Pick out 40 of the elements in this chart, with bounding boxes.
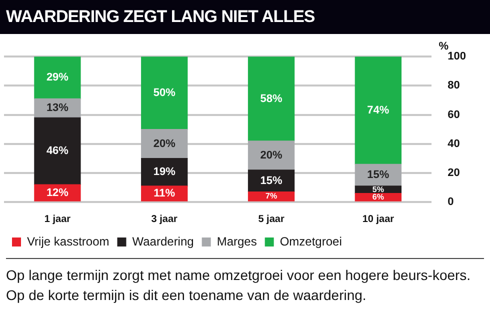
legend-label: Waardering — [132, 234, 194, 248]
data-label: 12% — [46, 186, 69, 199]
bar — [248, 56, 295, 142]
y-tick-label: 100 — [448, 50, 466, 63]
data-label: 6% — [372, 192, 384, 202]
data-label: 5% — [372, 184, 384, 194]
y-axis-title: % — [438, 40, 449, 53]
legend-label: Omzetgroei — [280, 234, 342, 248]
data-label: 15% — [367, 169, 390, 182]
y-tick-label: 40 — [448, 138, 460, 150]
bar — [354, 56, 402, 165]
chart-title: WAARDERING ZEGT LANG NIET ALLES — [0, 0, 490, 34]
y-tick-label: 60 — [448, 108, 460, 121]
data-label: 58% — [260, 92, 282, 105]
data-label: 29% — [46, 72, 69, 84]
data-label: 15% — [260, 174, 282, 187]
x-tick-label: 5 jaar — [258, 214, 284, 225]
data-label: 50% — [153, 86, 176, 99]
text: Op lange termijn zorgt met name omzetgroei voor een hogere beurs-koers. Op de korte termijn is dit een toename van de waardering. — [6, 266, 472, 305]
data-label: 11% — [154, 188, 176, 200]
y-tick-label: 0 — [448, 196, 454, 208]
bar — [34, 117, 81, 185]
data-label: 7% — [266, 192, 278, 201]
y-tick-label: 20 — [448, 166, 460, 179]
bar — [248, 191, 295, 202]
legend-label: Marges — [216, 234, 257, 248]
bar — [141, 56, 188, 130]
bar — [34, 184, 81, 202]
data-label: 20% — [260, 150, 282, 162]
data-label: 19% — [153, 166, 176, 178]
x-tick-label: 10 jaar — [362, 214, 394, 225]
data-label: 74% — [367, 104, 390, 116]
data-label: 13% — [46, 102, 69, 114]
bar — [34, 56, 81, 100]
x-tick-label: 3 jaar — [151, 214, 178, 225]
y-tick-label: 80 — [448, 80, 460, 92]
data-label: 46% — [46, 145, 69, 158]
data-label: 20% — [153, 138, 176, 150]
x-tick-label: 1 jaar — [44, 214, 71, 225]
legend-label: Vrije kasstroom — [27, 234, 110, 248]
